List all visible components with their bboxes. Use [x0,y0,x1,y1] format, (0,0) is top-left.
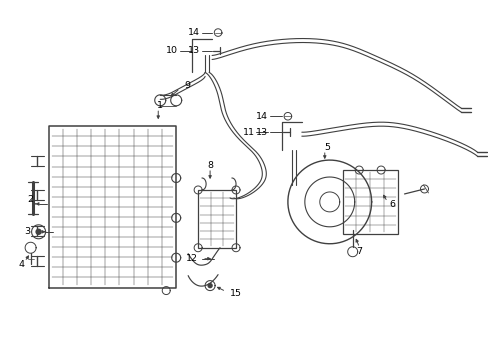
Text: 13: 13 [187,46,200,55]
Text: 3: 3 [24,227,31,236]
Text: 7: 7 [356,247,362,256]
Text: 5: 5 [324,143,330,152]
Text: 10: 10 [166,46,178,55]
Text: 14: 14 [255,112,267,121]
Polygon shape [36,229,41,234]
Bar [198,190,236,248]
Text: 13: 13 [255,128,267,137]
Text: 2: 2 [27,195,34,204]
Text: 11: 11 [243,128,254,137]
Bar [342,170,397,234]
Text: 8: 8 [207,161,213,170]
Text: 6: 6 [389,201,395,210]
Text: 9: 9 [184,81,190,90]
Text: 1: 1 [157,101,163,110]
Text: 12: 12 [186,254,198,263]
Text: 4: 4 [19,260,24,269]
Text: 15: 15 [229,289,242,298]
Polygon shape [208,284,212,288]
Text: 14: 14 [188,28,200,37]
